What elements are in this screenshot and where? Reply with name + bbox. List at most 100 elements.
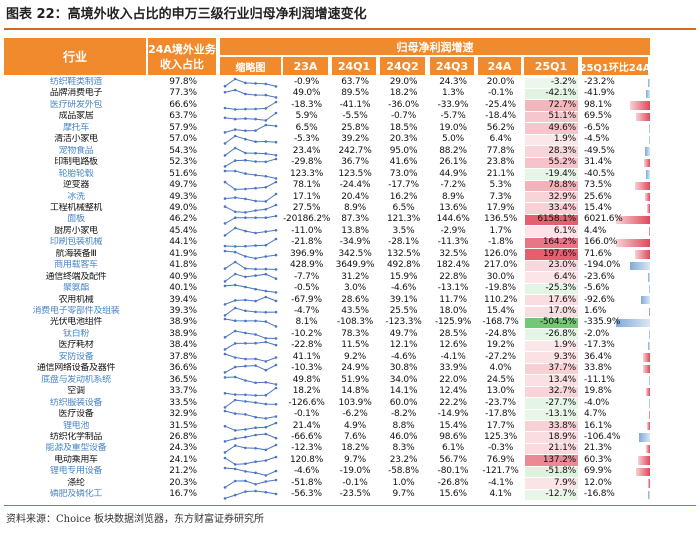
sparkline: [223, 192, 278, 203]
sparkline-line: [224, 158, 277, 167]
sparkline-line: [224, 296, 277, 305]
growth-value: 60.0%: [389, 397, 418, 408]
sparkline-point: [264, 244, 268, 247]
growth-value-25q1: 78.8%: [548, 180, 576, 191]
q1-highlight: [525, 421, 578, 432]
qoq-change-value: 16.1%: [584, 420, 612, 431]
sparkline-line: [224, 307, 277, 316]
growth-value-25q1: 197.6%: [542, 248, 576, 259]
growth-value: 144.6%: [436, 214, 470, 225]
qoq-change-value: -6.5%: [584, 122, 610, 133]
qoq-change-value: 166.0%: [584, 237, 618, 248]
sparkline-point: [233, 437, 237, 440]
sparkline-point: [223, 244, 227, 248]
sparkline-point: [274, 386, 278, 390]
sparkline: [223, 375, 278, 386]
sparkline-line: [224, 490, 277, 500]
sparkline-point: [233, 329, 237, 333]
growth-value-25q1: 17.0%: [548, 306, 576, 316]
change-bar-negative: [649, 399, 650, 408]
growth-value: -80.1%: [437, 466, 469, 477]
growth-value-25q1: 1.9%: [553, 340, 576, 351]
header-overseas-share: 24A境外业务收入占比: [148, 38, 216, 75]
growth-value: 17.9%: [486, 202, 515, 213]
growth-value: 32.5%: [439, 248, 467, 259]
sparkline-point: [254, 482, 257, 486]
change-bar-negative: [645, 89, 650, 99]
growth-value: 1.0%: [392, 477, 415, 488]
growth-value: -4.6%: [293, 466, 320, 477]
growth-value: -123.3%: [385, 317, 422, 328]
sparkline-point: [233, 210, 237, 214]
sparkline-point: [274, 310, 278, 314]
q1-highlight: [525, 375, 578, 386]
industry-name: 涤纶: [67, 477, 85, 488]
growth-value: 12.4%: [439, 386, 467, 397]
overseas-share-value: 41.9%: [169, 248, 197, 259]
sparkline-point: [274, 215, 278, 218]
sparkline-point: [233, 412, 237, 415]
overseas-share-value: 39.3%: [169, 306, 197, 316]
sparkline-point: [254, 256, 257, 260]
sparkline-line: [224, 204, 277, 213]
industry-name: 消费电子零部件及组装: [32, 306, 120, 316]
sparkline-point: [244, 342, 247, 345]
growth-value: 18.5%: [389, 122, 418, 133]
sparkline-line: [224, 261, 277, 271]
sparkline: [223, 421, 278, 432]
sparkline-point: [244, 267, 247, 270]
growth-value: 5.9%: [295, 111, 318, 122]
sparkline: [223, 478, 278, 489]
growth-value-25q1: 55.2%: [548, 157, 576, 168]
sparkline-point: [274, 100, 278, 104]
sparkline-point: [233, 169, 237, 172]
q1-highlight: [525, 157, 578, 169]
growth-value: 43.5%: [341, 306, 369, 316]
growth-value: -168.7%: [482, 317, 519, 328]
bottom-rule: [4, 505, 696, 506]
growth-value: 4.0%: [489, 363, 512, 374]
sparkline-point: [254, 415, 257, 419]
sparkline-point: [274, 124, 278, 128]
industry-name: 能源及重型设备: [45, 443, 107, 454]
sparkline-point: [233, 398, 237, 401]
growth-value: 31.2%: [341, 271, 369, 282]
growth-value: -23.5%: [339, 489, 371, 500]
industry-name: 纺织化学制品: [49, 431, 103, 442]
title-rule: [4, 28, 696, 30]
growth-value: -0.5%: [293, 283, 320, 294]
q1-highlight: [525, 77, 578, 88]
sparkline-point: [223, 375, 227, 379]
sparkline-point: [254, 82, 257, 85]
q1-highlight: [525, 169, 578, 180]
change-bar-positive: [649, 410, 650, 419]
qoq-change-value: -4.0%: [584, 397, 610, 408]
sparkline-point: [274, 444, 278, 447]
sparkline-point: [233, 444, 237, 448]
growth-value: 20.3%: [389, 134, 418, 145]
growth-value: -17.7%: [388, 180, 419, 191]
overseas-share-value: 49.7%: [169, 180, 197, 191]
sparkline: [223, 466, 278, 477]
sparkline: [223, 444, 278, 455]
header-period: 25Q1: [524, 57, 578, 75]
sparkline-point: [223, 180, 227, 184]
change-bar-negative: [647, 78, 650, 87]
change-bar-positive: [637, 456, 650, 465]
growth-value: -14.9%: [437, 409, 469, 420]
growth-value: -0.1%: [293, 409, 320, 420]
sparkline-point: [244, 159, 247, 162]
growth-value: 22.2%: [439, 397, 467, 408]
growth-value: 14.1%: [389, 386, 418, 397]
industry-name: 医疗研发外包: [49, 99, 103, 110]
sparkline-point: [244, 435, 247, 439]
sparkline-point: [244, 129, 247, 132]
growth-value: -27.2%: [485, 351, 516, 362]
industry-name: 空调: [67, 386, 85, 397]
q1-highlight: [525, 123, 578, 134]
sparkline-point: [223, 116, 227, 120]
overseas-share-value: 39.4%: [169, 294, 197, 305]
q1-highlight: [525, 386, 578, 398]
growth-value-25q1: 49.6%: [548, 122, 576, 133]
growth-value-25q1: 37.7%: [548, 363, 576, 374]
